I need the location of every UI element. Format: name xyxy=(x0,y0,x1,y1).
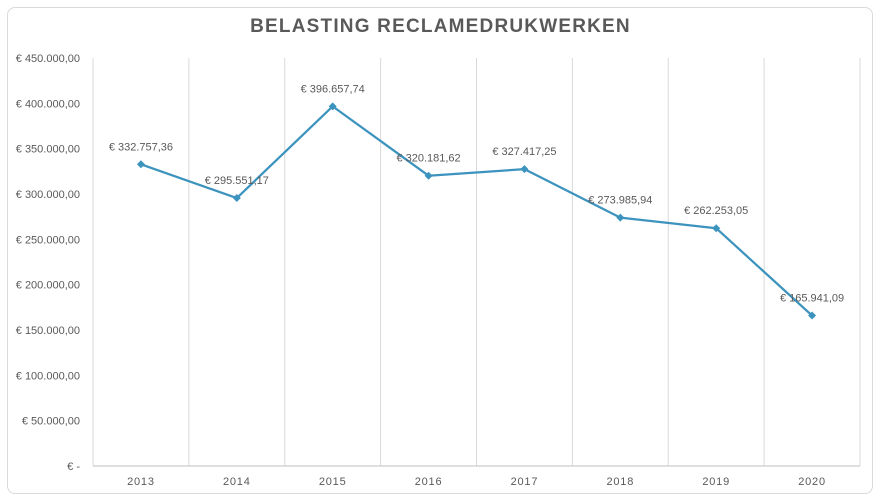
x-tick-label: 2019 xyxy=(702,476,730,488)
x-tick-label: 2017 xyxy=(511,476,539,488)
series-line xyxy=(140,105,813,317)
data-label: € 262.253,05 xyxy=(684,205,748,217)
x-tick-label: 2020 xyxy=(798,476,826,488)
chart-title: BELASTING RECLAMEDRUKWERKEN xyxy=(250,16,631,37)
y-tick-label: € 250.000,00 xyxy=(16,234,80,246)
x-tick-label: 2013 xyxy=(127,476,155,488)
data-label: € 320.181,62 xyxy=(396,153,460,165)
x-tick-label: 2016 xyxy=(415,476,443,488)
y-tick-label: € 300.000,00 xyxy=(16,189,80,201)
chart-container xyxy=(7,7,873,494)
y-tick-label: € 150.000,00 xyxy=(16,325,80,337)
data-point-marker xyxy=(328,102,337,111)
data-point-marker xyxy=(136,160,145,169)
series-line-path xyxy=(140,105,813,317)
data-label: € 332.757,36 xyxy=(109,141,173,153)
data-point-marker xyxy=(712,224,721,233)
data-point-marker xyxy=(520,165,529,174)
y-tick-label: € 450.000,00 xyxy=(16,53,80,65)
y-tick-label: € 400.000,00 xyxy=(16,98,80,110)
y-axis-tick-labels: € - € 50.000,00 € 100.000,00 € 150.000,00 € … xyxy=(16,53,81,473)
y-tick-label: € 200.000,00 xyxy=(16,280,80,292)
x-tick-label: 2015 xyxy=(319,476,347,488)
data-labels: € 332.757,36 € 295.551,17 € 396.657,74 € 32… xyxy=(109,83,844,304)
data-point-marker xyxy=(232,194,241,203)
data-label: € 327.417,25 xyxy=(492,146,556,158)
x-axis-tick-labels: 2013 2014 2015 2016 2017 2018 2019 2020 xyxy=(127,476,826,488)
y-tick-label: € - xyxy=(67,461,80,473)
data-point-marker xyxy=(424,171,433,180)
x-tick-label: 2018 xyxy=(606,476,634,488)
y-tick-label: € 50.000,00 xyxy=(22,416,80,428)
x-tick-label: 2014 xyxy=(223,476,251,488)
data-label: € 273.985,94 xyxy=(588,195,652,207)
grid-lines xyxy=(92,58,861,466)
y-tick-label: € 350.000,00 xyxy=(16,144,80,156)
series-markers xyxy=(136,102,817,320)
data-label: € 396.657,74 xyxy=(301,83,365,95)
data-point-marker xyxy=(616,213,625,222)
y-tick-label: € 100.000,00 xyxy=(16,370,80,382)
data-point-marker xyxy=(808,311,817,320)
data-label: € 165.941,09 xyxy=(780,293,844,305)
data-label: € 295.551,17 xyxy=(205,175,269,187)
